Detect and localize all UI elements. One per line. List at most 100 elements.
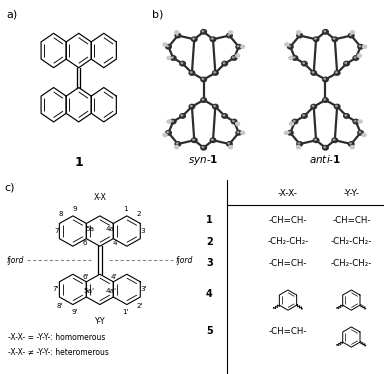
Circle shape xyxy=(345,115,347,116)
Circle shape xyxy=(314,38,316,39)
Circle shape xyxy=(333,38,335,39)
Circle shape xyxy=(289,56,293,59)
Circle shape xyxy=(166,131,171,135)
Circle shape xyxy=(345,62,347,64)
Circle shape xyxy=(228,34,230,36)
Circle shape xyxy=(193,38,194,39)
Text: 8: 8 xyxy=(59,211,63,217)
Circle shape xyxy=(314,139,316,140)
Circle shape xyxy=(353,56,359,60)
Text: 7': 7' xyxy=(52,286,59,292)
Text: 4a: 4a xyxy=(106,226,114,232)
Circle shape xyxy=(236,54,240,57)
Text: 8': 8' xyxy=(57,303,63,309)
Circle shape xyxy=(228,143,230,144)
Circle shape xyxy=(172,57,173,58)
Circle shape xyxy=(176,143,178,144)
Circle shape xyxy=(236,122,240,125)
Circle shape xyxy=(241,131,245,134)
Circle shape xyxy=(350,31,354,34)
Circle shape xyxy=(175,142,181,146)
Circle shape xyxy=(189,104,195,109)
Text: 2': 2' xyxy=(136,303,143,309)
Text: 4a': 4a' xyxy=(106,288,117,294)
Circle shape xyxy=(288,45,293,49)
Circle shape xyxy=(312,72,314,73)
Circle shape xyxy=(324,78,326,80)
Circle shape xyxy=(290,122,293,125)
Circle shape xyxy=(176,34,178,36)
Circle shape xyxy=(214,72,215,73)
Circle shape xyxy=(227,142,232,146)
Circle shape xyxy=(172,120,173,122)
Text: -CH=CH-: -CH=CH- xyxy=(269,259,307,268)
Circle shape xyxy=(332,37,338,42)
Circle shape xyxy=(311,71,316,75)
Circle shape xyxy=(301,114,307,118)
Circle shape xyxy=(297,33,303,38)
Circle shape xyxy=(353,119,359,124)
Circle shape xyxy=(350,143,351,144)
Circle shape xyxy=(311,104,316,109)
Circle shape xyxy=(214,105,215,107)
Circle shape xyxy=(301,61,307,66)
Circle shape xyxy=(192,138,197,142)
Circle shape xyxy=(241,45,245,48)
Circle shape xyxy=(358,54,361,57)
Circle shape xyxy=(180,61,185,66)
Circle shape xyxy=(292,56,298,60)
Text: 5a': 5a' xyxy=(83,288,94,294)
Circle shape xyxy=(332,138,338,142)
Circle shape xyxy=(324,31,326,32)
Circle shape xyxy=(348,142,354,146)
Circle shape xyxy=(167,132,169,133)
Circle shape xyxy=(231,56,237,60)
Circle shape xyxy=(163,43,167,46)
Circle shape xyxy=(175,33,181,38)
Text: 4: 4 xyxy=(113,240,118,246)
Circle shape xyxy=(324,99,326,100)
Circle shape xyxy=(181,115,183,116)
Circle shape xyxy=(354,120,356,122)
Circle shape xyxy=(285,43,289,46)
Text: 3': 3' xyxy=(141,286,147,292)
Circle shape xyxy=(167,46,169,47)
Circle shape xyxy=(201,145,207,150)
Circle shape xyxy=(358,131,363,135)
Circle shape xyxy=(166,45,171,49)
Text: 6': 6' xyxy=(82,274,89,280)
Circle shape xyxy=(223,115,225,116)
Circle shape xyxy=(167,120,171,123)
Circle shape xyxy=(212,104,218,109)
Text: -X-X- ≠ -Y-Y-: heteromerous: -X-X- ≠ -Y-Y-: heteromerous xyxy=(8,348,109,357)
Circle shape xyxy=(354,57,356,58)
Circle shape xyxy=(189,71,195,75)
Text: 7: 7 xyxy=(54,228,59,234)
Circle shape xyxy=(313,138,319,142)
Text: 5a: 5a xyxy=(85,226,94,232)
Circle shape xyxy=(236,45,242,49)
Text: -CH₂-CH₂-: -CH₂-CH₂- xyxy=(331,237,372,246)
Circle shape xyxy=(350,34,351,36)
Text: -X-X- = -Y-Y-: homomerous: -X-X- = -Y-Y-: homomerous xyxy=(8,332,105,341)
Circle shape xyxy=(201,30,207,34)
Circle shape xyxy=(202,99,204,100)
Circle shape xyxy=(323,30,328,34)
Text: -CH=CH-: -CH=CH- xyxy=(269,327,307,336)
Text: 9: 9 xyxy=(72,206,77,212)
Circle shape xyxy=(289,46,290,47)
Circle shape xyxy=(359,132,361,133)
Circle shape xyxy=(233,120,234,122)
Circle shape xyxy=(193,139,194,140)
Text: 9': 9' xyxy=(71,309,78,315)
Circle shape xyxy=(288,131,293,135)
Text: 4: 4 xyxy=(206,289,213,299)
Text: -Y-Y-: -Y-Y- xyxy=(343,188,359,197)
Circle shape xyxy=(350,145,354,149)
Circle shape xyxy=(292,119,298,124)
Circle shape xyxy=(358,120,362,123)
Circle shape xyxy=(297,142,303,146)
Circle shape xyxy=(228,31,233,34)
Text: -CH=CH-: -CH=CH- xyxy=(269,216,307,225)
Circle shape xyxy=(289,132,290,133)
